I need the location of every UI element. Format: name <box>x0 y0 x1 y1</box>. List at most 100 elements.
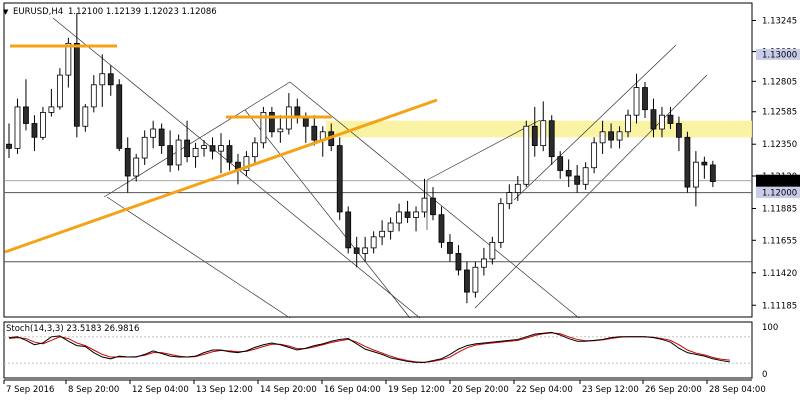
chart-background <box>3 2 753 379</box>
bearish-candle <box>548 120 555 158</box>
bearish-candle <box>650 109 657 130</box>
stochastic-panel-frame <box>3 321 753 379</box>
bearish-candle <box>268 112 275 133</box>
bullish-candle <box>599 131 606 144</box>
bearish-candle <box>404 211 411 218</box>
bullish-candle <box>150 128 157 138</box>
bullish-candle <box>90 84 97 108</box>
bearish-candle <box>167 145 174 166</box>
bearish-candle <box>701 161 708 166</box>
bullish-candle <box>277 128 284 133</box>
bearish-candle <box>455 253 462 271</box>
bearish-candle <box>565 170 572 177</box>
time-axis-label: 19 Sep 12:00 <box>388 385 445 395</box>
price-axis-label: 1.12805 <box>762 77 797 87</box>
bearish-candle <box>116 84 123 149</box>
time-axis-label: 16 Sep 04:00 <box>324 385 381 395</box>
price-axis-label: 1.12585 <box>762 108 797 118</box>
time-axis-label: 22 Sep 04:00 <box>516 385 573 395</box>
resistance-zone-layer <box>326 120 752 138</box>
time-axis-label: 7 Sep 2016 <box>6 385 54 395</box>
price-axis-label: 1.13245 <box>762 17 797 27</box>
bullish-candle <box>472 266 479 293</box>
bullish-candle <box>243 156 250 171</box>
bullish-candle <box>14 106 21 149</box>
time-axis-label: 26 Sep 20:00 <box>645 385 702 395</box>
price-axis-label: 1.11655 <box>762 236 797 246</box>
bearish-candle <box>158 128 165 147</box>
bullish-candle <box>421 197 428 213</box>
time-axis-label: 23 Sep 12:00 <box>582 385 639 395</box>
bullish-candle <box>692 161 699 188</box>
chart-arrow-icon: ▼ <box>3 8 9 16</box>
bullish-candle <box>48 106 55 113</box>
time-axis-label: 13 Sep 12:00 <box>196 385 253 395</box>
orange-trendlines <box>4 44 438 254</box>
bearish-candle <box>73 42 80 127</box>
channel-line <box>103 81 291 198</box>
bullish-candle <box>659 114 665 130</box>
bearish-candle <box>709 164 716 182</box>
bullish-candle <box>82 106 89 127</box>
stochastic-label: Stoch(14,3,3) 23.5183 26.9816 <box>6 324 139 334</box>
bearish-candle <box>438 214 445 243</box>
bearish-candle <box>430 197 436 216</box>
level-price-box <box>756 48 800 60</box>
bullish-candle <box>56 74 63 108</box>
bullish-candle <box>133 157 140 177</box>
time-axis-label: 8 Sep 20:00 <box>68 385 119 395</box>
bullish-candle <box>540 120 547 147</box>
bearish-candle <box>31 123 38 138</box>
bullish-candle <box>387 222 394 232</box>
time-axis-label: 14 Sep 20:00 <box>260 385 317 395</box>
time-axis-label: 28 Sep 04:00 <box>709 385 766 395</box>
bearish-candle <box>531 125 538 147</box>
bullish-candle <box>201 145 207 149</box>
bullish-candle <box>523 125 530 185</box>
bullish-candle <box>413 211 419 218</box>
current-price-label: 1.12086 <box>762 177 797 187</box>
time-axis-label: 12 Sep 04:00 <box>132 385 189 395</box>
channel-line <box>513 44 677 201</box>
price-axis-label: 1.11185 <box>762 301 797 311</box>
price-axis-label: 1.11885 <box>762 204 797 214</box>
bullish-candle <box>141 136 148 159</box>
bearish-candle <box>608 131 614 141</box>
horizontal-levels <box>4 180 752 263</box>
bearish-candle <box>226 145 233 163</box>
bearish-candle <box>23 106 29 124</box>
bullish-candle <box>514 183 521 194</box>
bearish-candle <box>345 211 352 249</box>
channel-line <box>426 119 541 181</box>
bullish-candle <box>40 112 46 138</box>
bearish-candle <box>667 114 674 124</box>
bullish-candle <box>616 131 623 141</box>
resistance-zone <box>326 120 752 138</box>
bearish-candle <box>124 147 131 177</box>
bearish-candle <box>676 123 682 138</box>
bearish-candle <box>447 241 453 254</box>
bullish-candle <box>99 73 106 86</box>
channel-line <box>474 74 708 309</box>
time-axis-label: 20 Sep 20:00 <box>452 385 509 395</box>
bearish-candle <box>311 125 318 141</box>
bullish-candle <box>192 147 199 158</box>
bearish-candle <box>684 136 691 188</box>
stochastic-panel <box>4 331 752 364</box>
bullish-candle <box>65 42 72 76</box>
bullish-candle <box>252 142 258 158</box>
bullish-candle <box>370 236 377 249</box>
stochastic-axis-label: 0 <box>762 370 767 380</box>
bullish-candle <box>218 145 224 152</box>
bearish-candle <box>642 87 648 111</box>
bearish-candle <box>464 269 470 293</box>
candlestick-series <box>6 12 716 304</box>
bullish-candle <box>379 230 386 238</box>
bearish-candle <box>107 73 114 86</box>
bearish-candle <box>302 117 309 127</box>
bearish-candle <box>557 156 564 171</box>
bullish-candle <box>480 258 487 268</box>
stochastic-axis-label: 100 <box>762 323 778 333</box>
channel-line <box>106 196 291 319</box>
